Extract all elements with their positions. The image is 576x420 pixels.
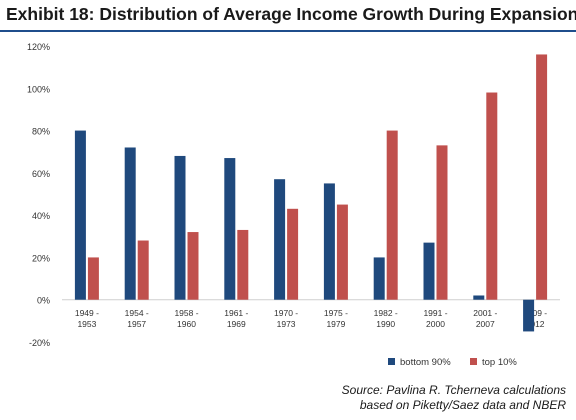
legend-label: top 10% bbox=[482, 357, 517, 368]
x-tick-label: 1949 - bbox=[75, 308, 99, 318]
source-line-2: based on Piketty/Saez data and NBER bbox=[359, 398, 566, 412]
x-tick-label: 2007 bbox=[476, 319, 495, 329]
bar-top-10 bbox=[486, 92, 498, 300]
bar-bottom-90 bbox=[74, 130, 86, 300]
source-note: Source: Pavlina R. Tcherneva calculation… bbox=[236, 383, 566, 413]
bar-top-10 bbox=[536, 54, 548, 300]
bar-bottom-90 bbox=[373, 257, 385, 300]
x-tick-label: 2012 bbox=[526, 319, 545, 329]
x-tick-label: 2000 bbox=[426, 319, 445, 329]
bar-bottom-90 bbox=[473, 295, 485, 300]
bars bbox=[74, 54, 548, 332]
bar-bottom-90 bbox=[124, 147, 136, 300]
x-tick-label: 1979 bbox=[326, 319, 345, 329]
y-tick-label: 40% bbox=[32, 211, 50, 221]
bar-bottom-90 bbox=[174, 155, 186, 300]
y-tick-label: 80% bbox=[32, 127, 50, 137]
legend-label: bottom 90% bbox=[400, 357, 451, 368]
x-tick-label: 1957 bbox=[127, 319, 146, 329]
x-tick-label: 1958 - bbox=[174, 308, 198, 318]
y-tick-label: -20% bbox=[29, 338, 50, 348]
bar-bottom-90 bbox=[423, 242, 435, 300]
x-tick-label: 2001 - bbox=[473, 308, 497, 318]
y-tick-label: 0% bbox=[37, 296, 50, 306]
bar-bottom-90 bbox=[224, 158, 236, 300]
bar-top-10 bbox=[436, 145, 448, 300]
x-tick-label: 1953 bbox=[77, 319, 96, 329]
y-tick-label: 100% bbox=[27, 84, 50, 94]
legend-swatch bbox=[388, 358, 395, 365]
x-tick-label: 1969 bbox=[227, 319, 246, 329]
legend: bottom 90% top 10% bbox=[388, 357, 517, 368]
bar-top-10 bbox=[87, 257, 99, 300]
legend-swatch bbox=[470, 358, 477, 365]
x-tick-label: 2009 - bbox=[523, 308, 547, 318]
x-tick-label: 1970 - bbox=[274, 308, 298, 318]
x-tick-label: 1973 bbox=[277, 319, 296, 329]
y-axis: -20% 0% 20% 40% 60% 80% 100% 120% bbox=[27, 42, 50, 348]
bar-top-10 bbox=[237, 229, 249, 300]
x-tick-label: 1990 bbox=[376, 319, 395, 329]
bar-bottom-90 bbox=[274, 179, 286, 300]
bar-bottom-90 bbox=[523, 299, 535, 332]
x-tick-label: 1975 - bbox=[324, 308, 348, 318]
bar-top-10 bbox=[137, 240, 149, 300]
bar-top-10 bbox=[287, 208, 299, 300]
title-underline bbox=[0, 30, 576, 32]
x-axis: 1949 -1953 1954 -1957 1958 -1960 1961 -1969… bbox=[62, 299, 560, 329]
bar-top-10 bbox=[336, 204, 348, 300]
x-tick-label: 1954 - bbox=[125, 308, 149, 318]
x-tick-label: 1982 - bbox=[374, 308, 398, 318]
x-tick-label: 1960 bbox=[177, 319, 196, 329]
y-tick-label: 60% bbox=[32, 169, 50, 179]
bar-top-10 bbox=[187, 232, 199, 300]
source-line-1: Source: Pavlina R. Tcherneva calculation… bbox=[341, 383, 566, 397]
y-tick-label: 20% bbox=[32, 253, 50, 263]
x-tick-label: 1991 - bbox=[423, 308, 447, 318]
chart-title: Exhibit 18: Distribution of Average Inco… bbox=[6, 4, 576, 24]
x-tick-label: 1961 - bbox=[224, 308, 248, 318]
y-tick-label: 120% bbox=[27, 42, 50, 52]
bar-bottom-90 bbox=[323, 183, 335, 300]
bar-top-10 bbox=[386, 130, 398, 300]
bar-chart: -20% 0% 20% 40% 60% 80% 100% 120% 1949 -1953 195… bbox=[27, 42, 560, 368]
